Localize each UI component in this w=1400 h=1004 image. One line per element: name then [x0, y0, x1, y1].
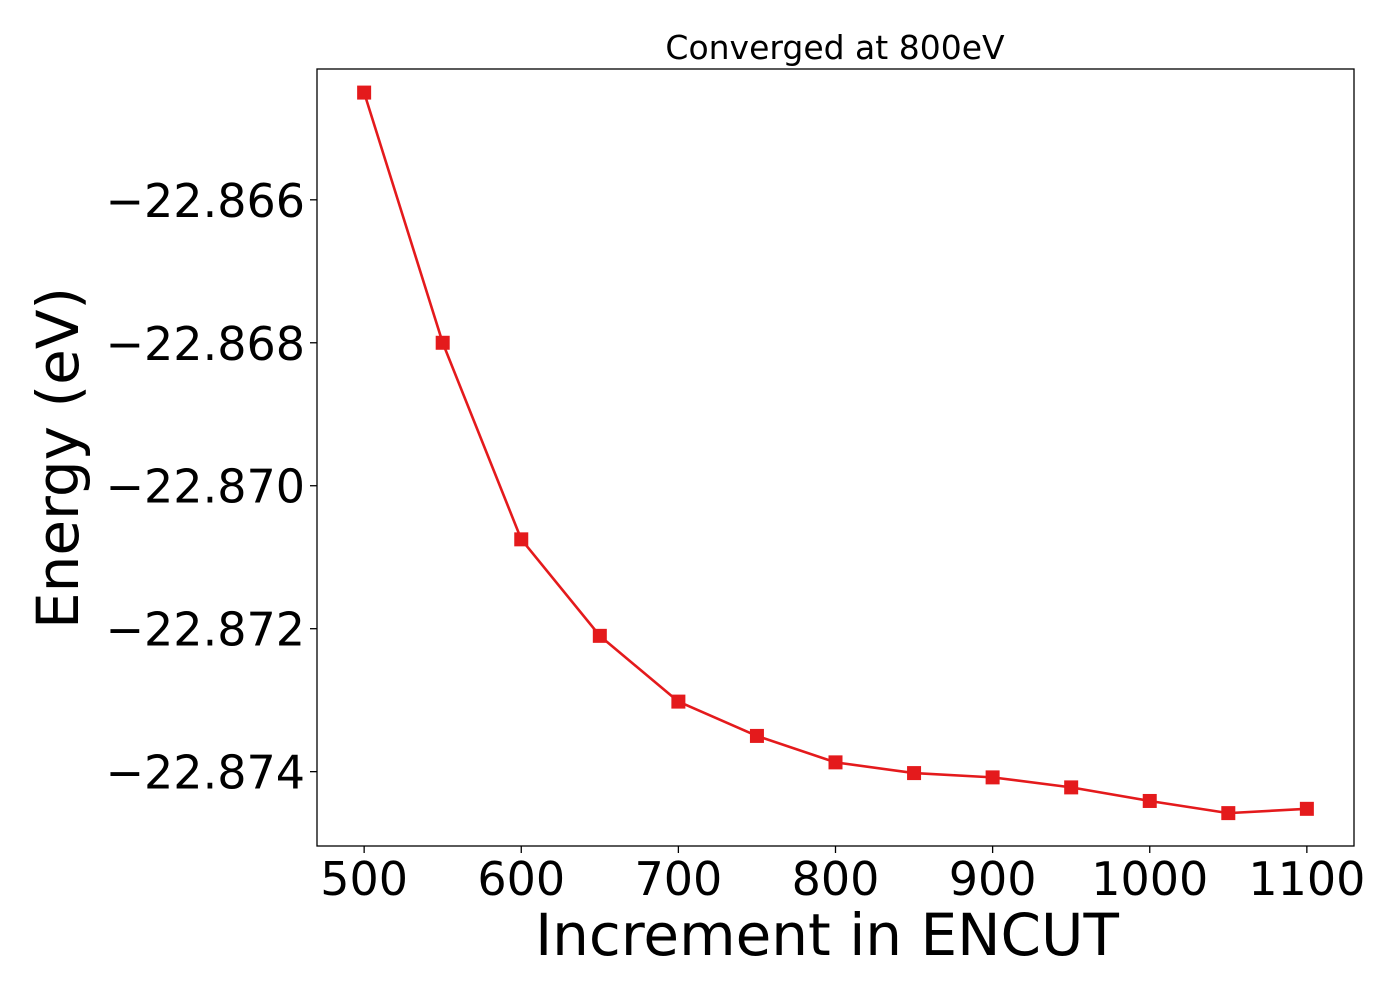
series-line: [362, 92, 1307, 815]
chart-title: Converged at 800eV: [665, 28, 1005, 67]
plot-area-frame: [316, 68, 1355, 847]
x-tick-label: 1100: [1248, 852, 1365, 906]
y-tick-label: −22.868: [106, 317, 306, 371]
x-axis-ticks: 500 600 700 800 900 1000 1100: [320, 846, 1365, 906]
y-axis-title: Energy (eV): [24, 287, 92, 629]
x-tick-label: 800: [792, 852, 880, 906]
x-axis-title: Increment in ENCUT: [535, 901, 1119, 969]
data-point-marker: [1064, 780, 1079, 795]
data-point-marker: [828, 755, 843, 770]
data-point-marker: [671, 694, 686, 709]
data-point-marker: [1299, 801, 1314, 816]
y-axis-ticks: −22.866 −22.868 −22.870 −22.872 −22.874: [106, 174, 317, 800]
x-tick-label: 600: [477, 852, 565, 906]
data-point-marker: [985, 770, 1000, 785]
x-tick-label: 700: [634, 852, 722, 906]
data-point-marker: [1142, 793, 1157, 808]
data-point-marker: [435, 335, 450, 350]
data-point-marker: [1221, 806, 1236, 821]
y-tick-label: −22.874: [106, 746, 306, 800]
y-tick-label: −22.872: [106, 603, 306, 657]
x-tick-label: 500: [320, 852, 408, 906]
data-point-marker: [749, 728, 764, 743]
y-tick-label: −22.866: [106, 174, 306, 228]
data-point-marker: [514, 532, 529, 547]
y-tick-label: −22.870: [106, 460, 306, 514]
data-point-marker: [592, 628, 607, 643]
data-point-marker: [357, 85, 372, 100]
x-tick-label: 1000: [1091, 852, 1208, 906]
series-layer: [357, 85, 1314, 821]
data-point-marker: [907, 766, 922, 781]
x-tick-label: 900: [949, 852, 1037, 906]
